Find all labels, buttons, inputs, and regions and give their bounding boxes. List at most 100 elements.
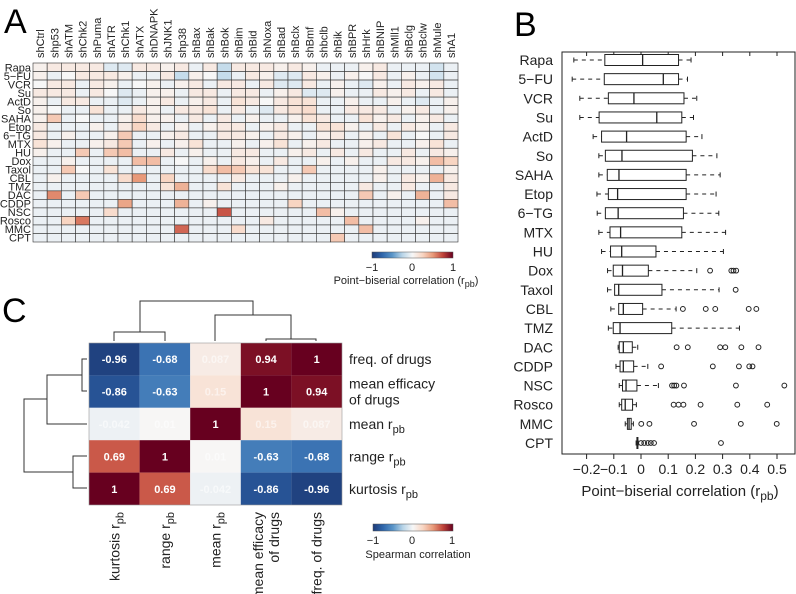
heatmap-cell <box>386 96 402 106</box>
heatmap-cell <box>202 130 218 141</box>
heatmap-cell <box>146 62 161 72</box>
heatmap-cell <box>117 190 133 200</box>
correlation-value: -0.86 <box>102 387 127 399</box>
heatmap-cell <box>287 207 303 217</box>
heatmap-cell <box>75 62 90 72</box>
correlation-cell <box>291 343 342 376</box>
heatmap-cell <box>344 207 360 217</box>
heatmap-cell <box>202 156 218 166</box>
heatmap-cell <box>46 105 62 115</box>
heatmap-cell <box>174 173 190 183</box>
outlier-point <box>638 440 644 446</box>
heatmap-cell <box>429 139 445 149</box>
correlation-value: -0.68 <box>152 354 177 366</box>
column-label: shHrk <box>361 29 373 58</box>
box <box>604 207 684 220</box>
heatmap-cell <box>188 156 204 166</box>
column-label: shBak <box>205 27 217 58</box>
heatmap-cell <box>61 233 76 243</box>
heatmap-cell <box>75 173 90 183</box>
heatmap-cell <box>273 216 289 226</box>
heatmap-cell <box>443 122 459 132</box>
heatmap-cell <box>231 105 246 115</box>
heatmap-cell <box>231 233 246 243</box>
heatmap-cell <box>372 156 388 166</box>
heatmap-cell <box>316 79 331 89</box>
correlation-value: 0.01 <box>205 451 226 463</box>
heatmap-cell <box>401 216 416 226</box>
row-label: Dox <box>11 156 31 168</box>
heatmap-cell <box>146 173 161 183</box>
heatmap-cell <box>372 164 388 175</box>
heatmap-cell <box>117 216 133 226</box>
panel-label-a: A <box>4 3 27 41</box>
row-label: SAHA <box>1 113 32 125</box>
row-label: range rpb <box>349 448 406 468</box>
heatmap-cell <box>160 190 175 200</box>
heatmap-cell <box>160 224 175 234</box>
heatmap-cell <box>61 139 76 149</box>
heatmap-cell <box>401 233 416 243</box>
heatmap-cell <box>202 164 218 175</box>
box <box>619 360 635 373</box>
heatmap-cell <box>287 164 303 175</box>
heatmap-cell <box>287 182 303 192</box>
heatmap-cell <box>344 233 360 243</box>
row-label: HU <box>15 148 31 160</box>
heatmap-cell <box>386 62 402 72</box>
heatmap-cell <box>443 164 459 175</box>
heatmap-cell <box>316 216 331 226</box>
heatmap-cell <box>131 147 147 158</box>
heatmap-cell <box>32 190 48 200</box>
heatmap-cell <box>188 79 204 89</box>
column-label: shBNIP <box>375 21 387 58</box>
heatmap-cell <box>188 113 204 123</box>
correlation-value: 0.69 <box>154 484 175 496</box>
heatmap-cell <box>46 88 62 98</box>
heatmap-cell <box>202 122 218 132</box>
heatmap-cell <box>386 182 402 192</box>
column-label: shMule <box>432 23 444 58</box>
heatmap-cell <box>160 130 175 141</box>
outlier-point <box>730 267 737 274</box>
row-label-text: mean r <box>349 416 393 432</box>
panel-a-colorbar: −1 0 1 Point−biserial correlation (rpb) <box>334 251 479 289</box>
heatmap-cell <box>401 139 416 149</box>
heatmap-cell <box>245 164 260 175</box>
heatmap-cell <box>301 233 317 243</box>
heatmap-cell <box>330 164 345 175</box>
heatmap-cell <box>429 79 445 89</box>
heatmap-cell <box>146 130 161 141</box>
panel-c-dendrogram-left <box>23 358 87 489</box>
heatmap-cell <box>344 173 360 183</box>
heatmap-cell <box>358 224 374 234</box>
heatmap-cell <box>386 88 402 98</box>
heatmap-cell <box>287 122 303 132</box>
heatmap-cell <box>287 233 303 243</box>
heatmap-cell <box>344 71 360 81</box>
heatmap-cell <box>174 199 190 209</box>
heatmap-cell <box>358 216 374 226</box>
heatmap-cell <box>231 62 246 72</box>
heatmap-cell <box>32 122 48 132</box>
colorbar-title-end: ) <box>475 275 479 287</box>
heatmap-cell <box>245 216 260 226</box>
heatmap-cell <box>429 88 445 98</box>
xlabel-end: ) <box>774 483 779 500</box>
correlation-cell <box>190 472 241 505</box>
heatmap-cell <box>75 164 90 175</box>
heatmap-cell <box>61 122 76 132</box>
colorbar-title: Point−biserial correlation (rpb) <box>334 275 479 289</box>
heatmap-cell <box>216 96 232 106</box>
heatmap-cell <box>316 71 331 81</box>
heatmap-cell <box>429 113 445 123</box>
box <box>621 398 634 411</box>
correlation-value: -0.68 <box>304 451 329 463</box>
heatmap-cell <box>386 173 402 183</box>
heatmap-cell <box>131 113 147 123</box>
box <box>614 283 663 296</box>
outlier-point <box>651 440 657 446</box>
heatmap-cell <box>273 105 289 115</box>
correlation-value: -0.86 <box>254 484 279 496</box>
heatmap-cell <box>273 147 289 158</box>
